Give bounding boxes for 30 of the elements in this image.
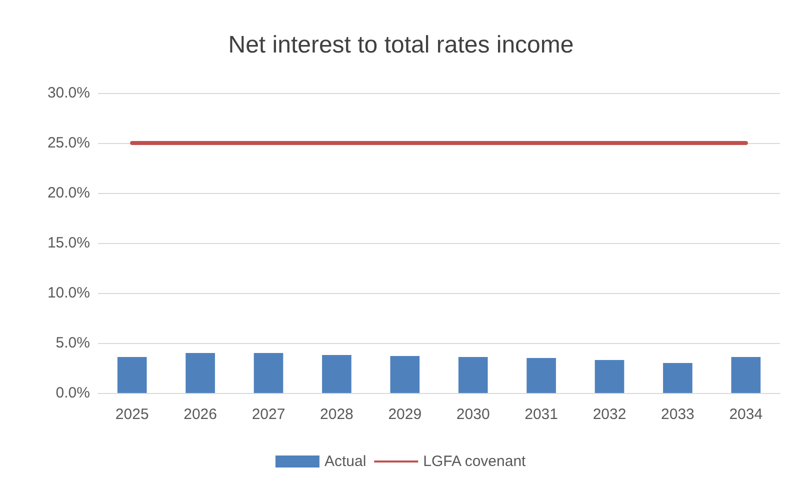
y-tick-label: 15.0% (47, 234, 90, 252)
bar (458, 357, 488, 393)
y-tick-label: 0.0% (56, 384, 90, 402)
x-tick-label: 2031 (524, 406, 558, 423)
bar (390, 356, 420, 393)
x-tick-label: 2026 (184, 406, 217, 423)
y-tick-label: 10.0% (47, 284, 90, 302)
bar (254, 353, 284, 393)
legend-label: LGFA covenant (423, 453, 527, 470)
chart-title: Net interest to total rates income (228, 32, 574, 58)
x-tick-label: 2025 (115, 406, 149, 423)
y-tick-label: 25.0% (47, 134, 90, 152)
bar (322, 355, 352, 393)
y-tick-label: 5.0% (56, 334, 90, 352)
legend-label: Actual (324, 453, 366, 470)
bar (526, 358, 556, 393)
x-tick-label: 2027 (252, 406, 286, 423)
y-tick-label: 20.0% (47, 184, 90, 202)
bar (594, 360, 624, 393)
x-tick-label: 2033 (661, 406, 694, 423)
bar (186, 353, 215, 393)
x-tick-label: 2034 (729, 406, 763, 423)
y-tick-label: 30.0% (47, 84, 90, 102)
x-tick-label: 2030 (456, 406, 490, 423)
bar (117, 357, 147, 393)
x-tick-label: 2032 (592, 406, 626, 423)
bar (731, 357, 761, 393)
x-tick-label: 2029 (388, 406, 422, 423)
bar (663, 363, 692, 393)
x-tick-label: 2028 (320, 406, 354, 423)
